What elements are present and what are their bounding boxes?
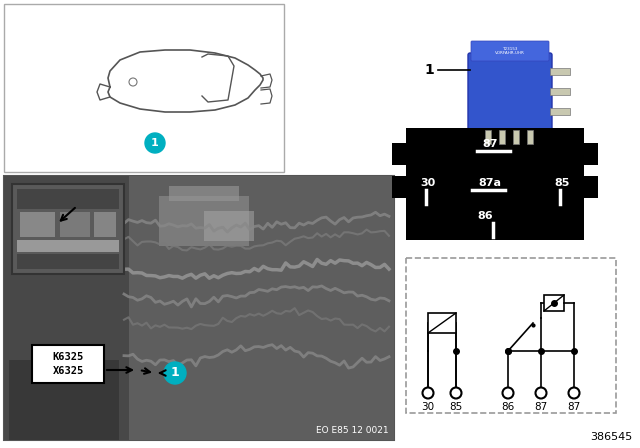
Bar xyxy=(32,345,104,383)
Bar xyxy=(4,4,284,172)
Bar xyxy=(17,189,119,209)
Bar xyxy=(527,130,533,144)
Text: 1: 1 xyxy=(171,366,179,379)
Bar xyxy=(550,108,570,115)
Bar xyxy=(20,212,55,237)
Bar xyxy=(406,258,616,413)
Bar xyxy=(499,130,505,144)
Text: 86: 86 xyxy=(501,402,515,412)
Text: 386545: 386545 xyxy=(589,432,632,442)
Text: X6325: X6325 xyxy=(52,366,84,376)
Text: 87: 87 xyxy=(534,402,548,412)
Bar xyxy=(544,295,564,311)
Bar xyxy=(428,313,456,333)
Circle shape xyxy=(145,133,165,153)
Bar xyxy=(4,176,129,440)
Bar xyxy=(550,88,570,95)
Bar xyxy=(204,211,254,241)
Bar xyxy=(94,212,116,237)
Text: 30: 30 xyxy=(421,402,435,412)
Bar xyxy=(17,240,119,252)
Text: K6325: K6325 xyxy=(52,352,84,362)
Text: EO E85 12 0021: EO E85 12 0021 xyxy=(316,426,389,435)
Bar xyxy=(60,212,90,237)
Bar xyxy=(17,254,119,269)
Bar xyxy=(392,176,406,198)
FancyBboxPatch shape xyxy=(471,41,549,61)
Text: 85: 85 xyxy=(449,402,463,412)
Bar xyxy=(129,176,394,440)
FancyBboxPatch shape xyxy=(468,53,552,132)
Bar xyxy=(392,143,406,165)
Text: 87: 87 xyxy=(568,402,580,412)
Text: 87a: 87a xyxy=(479,178,502,188)
Bar xyxy=(584,143,598,165)
Bar xyxy=(169,186,239,201)
Bar xyxy=(406,128,584,240)
Text: 87: 87 xyxy=(483,139,498,149)
Bar xyxy=(9,360,119,440)
Text: 86: 86 xyxy=(477,211,493,221)
Circle shape xyxy=(164,362,186,384)
Bar xyxy=(4,176,394,440)
Text: 30: 30 xyxy=(420,178,436,188)
Text: 85: 85 xyxy=(554,178,570,188)
Bar xyxy=(513,130,519,144)
Text: 1: 1 xyxy=(424,63,434,77)
Text: T23153
VORFAHR-UHR: T23153 VORFAHR-UHR xyxy=(495,47,525,56)
Text: 1: 1 xyxy=(151,138,159,148)
Bar xyxy=(485,130,491,144)
Bar xyxy=(12,184,124,274)
Bar xyxy=(584,176,598,198)
Bar xyxy=(550,68,570,75)
Bar xyxy=(159,196,249,246)
